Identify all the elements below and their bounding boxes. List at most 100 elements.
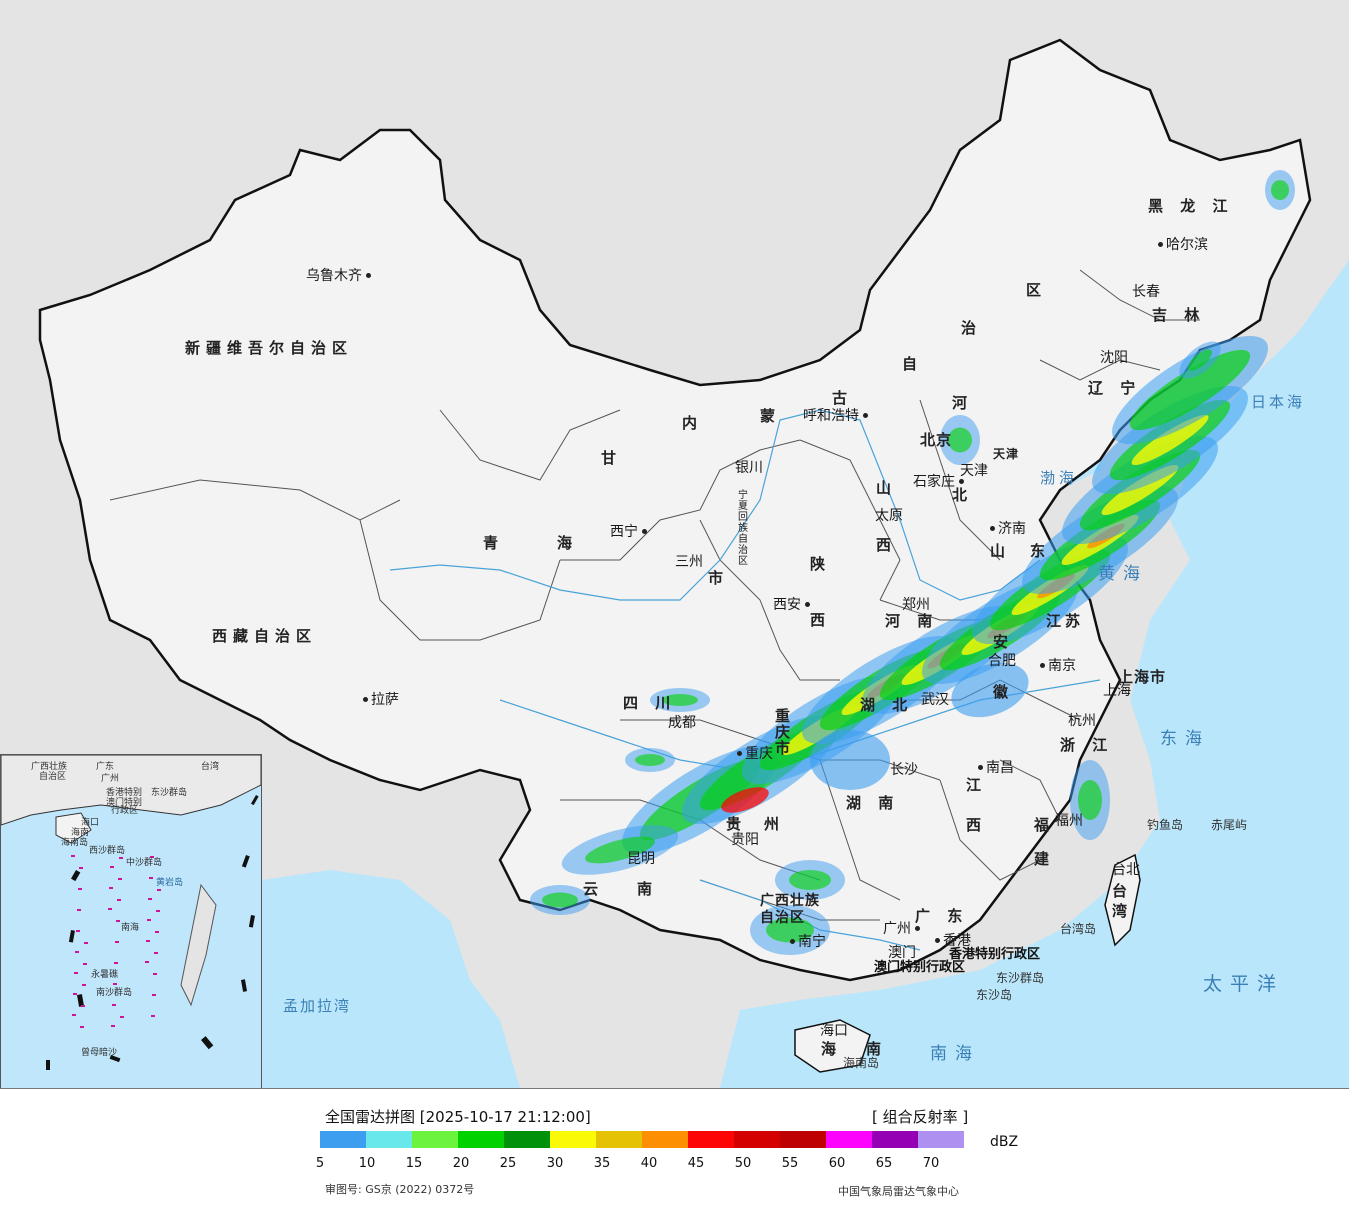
- inset-reef: [80, 1026, 84, 1028]
- inset-reef: [120, 1016, 124, 1018]
- label-bay-of-bengal: 孟加拉湾: [283, 997, 352, 1015]
- label-diaoyu: 钓鱼岛: [1147, 818, 1184, 832]
- radar-echo: [662, 694, 698, 706]
- label-anhui-1: 安: [993, 633, 1015, 651]
- radar-echo: [766, 917, 814, 943]
- province-borders: [109, 269, 1200, 921]
- inset-reef: [112, 1004, 116, 1006]
- label-shandong-1: 山: [990, 542, 1012, 560]
- label-shanxi-2: 西: [876, 536, 898, 554]
- scale-tick-30: 30: [546, 1156, 564, 1171]
- label-dongsha-island: 东沙岛: [976, 988, 1013, 1002]
- legend-unit: dBZ: [990, 1134, 1019, 1150]
- radar-echo: [1271, 180, 1289, 200]
- inset-label: 广西壮族: [31, 762, 68, 772]
- inset-label: 海南岛: [61, 838, 89, 848]
- inset-reef: [75, 951, 79, 953]
- nine-dash-segment: [201, 1036, 214, 1050]
- legend-product: [ 组合反射率 ]: [872, 1108, 969, 1126]
- inset-label: 南沙群岛: [96, 988, 133, 998]
- label-chongqing-1: 重: [775, 707, 797, 725]
- inset-islands: [71, 855, 161, 1028]
- inset-land: [1, 755, 261, 826]
- inset-reef: [110, 866, 114, 868]
- inset-reef: [150, 856, 154, 858]
- city-nanchang: 南昌: [978, 760, 1014, 776]
- label-beijing-prov: 北京: [920, 431, 953, 449]
- city-shenyang: 沈阳: [1100, 350, 1128, 366]
- label-zhejiang: 浙 江: [1060, 736, 1114, 754]
- nine-dash-segment: [77, 994, 85, 1007]
- inset-label: 黄岩岛: [156, 878, 184, 888]
- radar-echo: [810, 730, 890, 790]
- label-macau-sar: 澳门特别行政区: [874, 960, 966, 975]
- label-bohai: 渤海: [1040, 469, 1079, 487]
- inset-reef: [77, 909, 81, 911]
- label-neimenggu-1: 内: [682, 414, 704, 432]
- inset-nine-dash-line: [46, 795, 259, 1070]
- color-scale-ticks: 5 10 15 20 25 30 35 40 45 50 55 60 65 70: [300, 1156, 980, 1172]
- inset-reef: [152, 994, 156, 996]
- radar-echo: [1187, 349, 1213, 371]
- radar-echo: [1129, 349, 1251, 431]
- scale-tick-10: 10: [358, 1156, 376, 1171]
- nine-dash-segment: [241, 854, 250, 868]
- city-shijiazhuang: 石家庄: [913, 474, 967, 490]
- city-kunming: 昆明: [627, 851, 655, 867]
- inset-reef: [114, 962, 118, 964]
- label-jilin: 吉 林: [1152, 306, 1206, 324]
- city-shanghai: 上海: [1103, 683, 1131, 699]
- legend-footer: [0, 1089, 1349, 1208]
- label-qinghai-1: 青: [483, 534, 505, 552]
- scale-tick-20: 20: [452, 1156, 470, 1171]
- inset-hainan: [55, 812, 92, 844]
- inset-reef: [81, 1005, 85, 1007]
- scale-swatch-1: [366, 1131, 412, 1148]
- scale-tick-55: 55: [781, 1156, 799, 1171]
- map-approval-number: 审图号: GS京 (2022) 0372号: [325, 1183, 475, 1196]
- label-taiwan-island: 台湾岛: [1060, 922, 1097, 936]
- inset-reef: [71, 855, 75, 857]
- label-neimenggu-2: 蒙: [760, 407, 782, 425]
- label-shaanxi-1: 陕: [810, 555, 832, 573]
- label-tianjin-prov: 天津: [993, 447, 1020, 461]
- radar-echo: [721, 787, 769, 813]
- label-anhui-2: 徽: [993, 683, 1015, 701]
- scale-swatch-10: [780, 1131, 826, 1148]
- city-xian: 西安: [773, 597, 813, 613]
- inset-reef: [157, 889, 161, 891]
- city-wuhan: 武汉: [921, 692, 949, 708]
- scale-swatch-8: [688, 1131, 734, 1148]
- inset-label: 西沙群岛: [89, 846, 126, 856]
- city-taiyuan: 太原: [875, 508, 903, 524]
- label-gansu: 甘: [601, 449, 623, 467]
- nine-dash-segment: [248, 914, 255, 928]
- south-china-sea-inset: 广西壮族 自治区 广东 台湾 广州 香港特别 澳门特别 行政区 东沙群岛 海口 海南 西沙群岛 中沙群岛…: [0, 754, 262, 1088]
- color-scale-bar: [320, 1131, 964, 1148]
- inset-label: 澳门特别: [106, 798, 143, 808]
- inset-reef: [74, 972, 78, 974]
- label-sichuan: 四 川: [623, 694, 677, 712]
- nine-dash-segment: [241, 979, 248, 992]
- scale-swatch-11: [826, 1131, 872, 1148]
- scale-tick-35: 35: [593, 1156, 611, 1171]
- city-chengdu: 成都: [668, 715, 696, 731]
- label-henan: 河 南: [885, 612, 939, 630]
- city-hefei: 合肥: [988, 653, 1016, 669]
- label-hunan: 湖 南: [846, 794, 900, 812]
- inset-reef: [154, 952, 158, 954]
- label-jiangsu-1: 江: [1046, 612, 1068, 630]
- inset-label: 行政区: [111, 806, 139, 816]
- label-neimenggu-4: 自: [902, 355, 924, 373]
- city-hangzhou: 杭州: [1068, 713, 1096, 729]
- scale-tick-25: 25: [499, 1156, 517, 1171]
- label-hebei-2: 北: [952, 486, 974, 504]
- label-yunnan-1: 云: [583, 880, 605, 898]
- inset-reef: [116, 920, 120, 922]
- label-pacific: 太平洋: [1203, 973, 1285, 995]
- inset-label: 自治区: [39, 772, 67, 782]
- label-neimenggu-6: 区: [1026, 281, 1048, 299]
- label-hainan-island: 海南岛: [843, 1056, 880, 1070]
- label-jiangxi-1: 江: [966, 776, 988, 794]
- scale-swatch-7: [642, 1131, 688, 1148]
